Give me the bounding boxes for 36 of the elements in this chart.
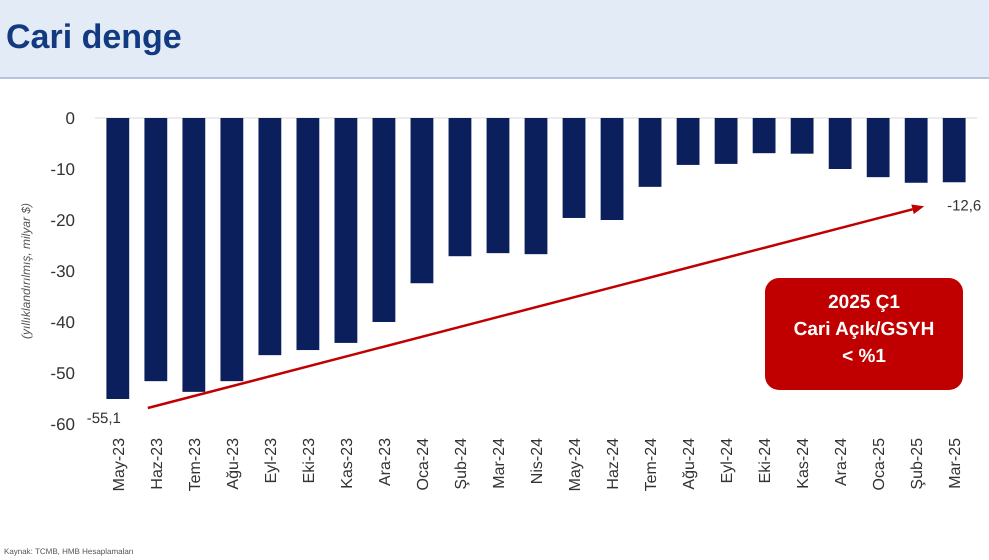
x-tick-label: Nis-24 — [529, 438, 546, 484]
x-tick-label: Oca-25 — [871, 438, 888, 490]
x-tick-label: Haz-24 — [605, 438, 622, 490]
x-tick-label: Ağu-23 — [224, 438, 242, 490]
x-tick-label: Şub-24 — [452, 438, 470, 490]
x-tick-label: Ağu-24 — [681, 438, 698, 490]
x-tick-label: Mar-25 — [947, 438, 964, 489]
x-tick-label: Kas-24 — [795, 438, 812, 489]
data-label: -12,6 — [947, 197, 982, 214]
y-tick-label: -30 — [50, 262, 75, 281]
y-axis-title: (yıllıklandırılmış, milyar $) — [19, 202, 33, 340]
x-tick-label: Haz-23 — [148, 438, 166, 490]
x-tick-label: Tem-24 — [643, 438, 660, 492]
y-tick-label: -10 — [50, 160, 75, 179]
chart-title: Cari denge — [6, 18, 182, 56]
x-tick-label: Eki-23 — [300, 438, 318, 484]
x-tick-label: Kas-23 — [338, 438, 356, 489]
annotation: 2025 Ç1 Cari Açık/GSYH < %1 — [794, 292, 934, 367]
x-tick-label: May-23 — [110, 438, 128, 492]
x-tick-label: Eyl-23 — [262, 438, 280, 484]
x-tick-label: May-24 — [567, 438, 584, 492]
x-tick-label: Ara-24 — [833, 438, 850, 486]
x-tick-label: Eyl-24 — [719, 438, 736, 484]
x-tick-label: Eki-24 — [757, 438, 774, 484]
y-tick-label: 0 — [66, 108, 75, 128]
y-tick-label: -40 — [50, 312, 75, 332]
data-label: -55,1 — [86, 410, 121, 428]
y-tick-label: -20 — [50, 210, 75, 230]
x-tick-label: Şub-25 — [909, 438, 926, 490]
x-tick-label: Tem-23 — [186, 438, 204, 492]
x-tick-label: Mar-24 — [490, 438, 508, 489]
x-tick-label: Oca-24 — [414, 438, 432, 490]
text: Kaynak: TCMB, HMB Hesaplamaları — [4, 547, 134, 556]
x-tick-label: Ara-23 — [376, 438, 394, 486]
y-tick-label: -50 — [50, 364, 75, 383]
y-tick-label: -60 — [50, 414, 75, 434]
